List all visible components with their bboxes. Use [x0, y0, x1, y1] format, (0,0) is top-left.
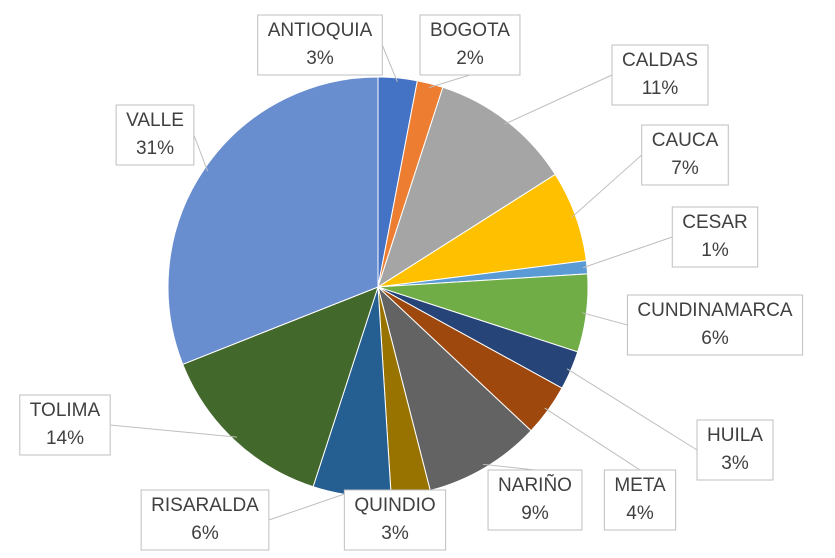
- label-box: [19, 394, 111, 456]
- label-name: QUINDIO: [354, 495, 435, 516]
- data-label: ANTIOQUIA 3%: [257, 14, 383, 76]
- label-value: 3%: [381, 523, 409, 544]
- label-name: TOLIMA: [30, 400, 101, 421]
- data-label: META 4%: [603, 469, 677, 531]
- label-name: NARIÑO: [498, 474, 572, 496]
- label-name: CUNDINAMARCA: [637, 300, 793, 321]
- label-value: 3%: [306, 48, 334, 69]
- slice: [167, 76, 379, 365]
- leader-line: [110, 424, 238, 438]
- data-label: CAUCA 7%: [641, 124, 729, 186]
- leader-line: [429, 74, 471, 88]
- leader-line: [268, 490, 353, 521]
- label-name: CESAR: [682, 212, 747, 233]
- data-label: TOLIMA 14%: [19, 394, 111, 456]
- label-value: 1%: [701, 240, 729, 261]
- label-name: VALLE: [126, 110, 184, 131]
- label-value: 31%: [136, 138, 174, 159]
- leader-line: [582, 236, 673, 269]
- label-name: BOGOTA: [430, 20, 510, 41]
- slice: [377, 285, 532, 492]
- leader-line: [193, 134, 209, 172]
- label-box: [115, 104, 195, 166]
- label-value: 3%: [721, 453, 749, 474]
- label-name: CALDAS: [622, 50, 698, 71]
- leader-line: [582, 312, 628, 326]
- label-box: [487, 469, 583, 531]
- label-name: RISARALDA: [151, 495, 259, 516]
- labels: ANTIOQUIA 3% BOGOTA 2% CALDAS 11% CAUCA 7% CESAR…: [19, 14, 804, 551]
- label-value: 4%: [626, 503, 654, 524]
- slice: [377, 86, 556, 289]
- label-box: [419, 14, 521, 76]
- label-box: [671, 206, 759, 268]
- leader-line: [571, 154, 643, 218]
- pie: [167, 76, 589, 498]
- label-box: [603, 469, 677, 531]
- leader-line: [381, 44, 398, 83]
- leader-line: [544, 407, 641, 471]
- label-value: 9%: [521, 503, 549, 524]
- label-box: [611, 44, 709, 106]
- label-name: HUILA: [707, 425, 763, 446]
- label-value: 2%: [456, 48, 484, 69]
- label-box: [343, 489, 447, 551]
- label-box: [641, 124, 729, 186]
- label-box: [696, 419, 774, 481]
- label-value: 6%: [191, 523, 219, 544]
- data-label: HUILA 3%: [696, 419, 774, 481]
- label-box: [140, 489, 270, 551]
- label-name: META: [614, 475, 666, 496]
- data-label: RISARALDA 6%: [140, 489, 270, 551]
- data-label: CALDAS 11%: [611, 44, 709, 106]
- data-label: VALLE 31%: [115, 104, 195, 166]
- leader-line: [504, 74, 613, 125]
- label-box: [257, 14, 383, 76]
- label-value: 11%: [642, 78, 679, 99]
- label-name: ANTIOQUIA: [268, 20, 373, 41]
- data-label: CESAR 1%: [671, 206, 759, 268]
- leader-line: [566, 368, 698, 451]
- data-label: QUINDIO 3%: [343, 489, 447, 551]
- label-value: 6%: [701, 328, 729, 349]
- data-label: CUNDINAMARCA 6%: [626, 294, 804, 356]
- label-value: 7%: [671, 158, 699, 179]
- data-label: BOGOTA 2%: [419, 14, 521, 76]
- leader-line: [482, 463, 536, 471]
- label-name: CAUCA: [652, 130, 719, 151]
- label-box: [626, 294, 804, 356]
- data-label: NARIÑO 9%: [487, 469, 583, 531]
- label-value: 14%: [46, 428, 84, 449]
